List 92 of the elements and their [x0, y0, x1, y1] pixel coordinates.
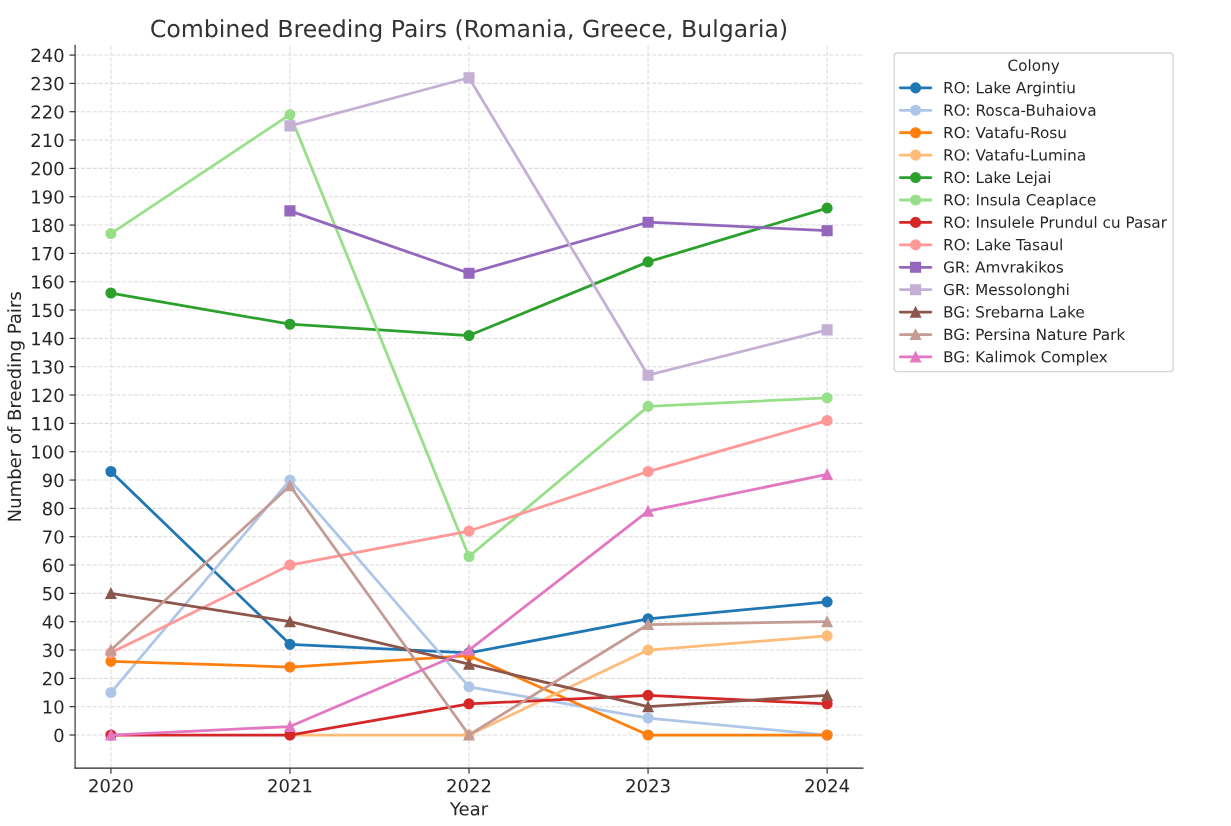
y-tick-label: 210 — [31, 133, 64, 148]
point — [463, 550, 475, 563]
chart-title: Combined Breeding Pairs (Romania, Greece, Bulgaria) — [151, 19, 787, 43]
legend-label: RO: Rosca-Buhaiova — [944, 104, 1096, 116]
point — [463, 329, 475, 342]
point — [821, 414, 833, 427]
y-tick-label: 40 — [42, 615, 64, 629]
y-tick-label: 110 — [32, 416, 64, 431]
legend-label: GR: Messolonghi — [943, 283, 1069, 299]
point — [463, 72, 475, 84]
x-tick-label: 2022 — [447, 778, 491, 793]
point — [642, 256, 654, 268]
y-tick-label: 100 — [32, 445, 64, 459]
y-tick-label: 80 — [42, 501, 64, 516]
point — [642, 400, 654, 412]
point — [821, 630, 833, 642]
y-tick-label: 160 — [32, 275, 64, 289]
point — [642, 689, 654, 701]
x-tick-label: 2021 — [268, 778, 312, 793]
point — [463, 698, 475, 710]
point — [642, 618, 654, 631]
point — [642, 701, 654, 713]
legend-label: RO: Vatafu-Lumina — [944, 148, 1085, 161]
y-tick-label: 140 — [32, 331, 64, 346]
y-tick-label: 230 — [31, 76, 64, 91]
y-tick-label: 30 — [43, 643, 64, 658]
x-tick-label: 2023 — [626, 778, 670, 793]
point — [284, 661, 296, 673]
y-tick-label: 170 — [32, 246, 64, 261]
y-tick-label: 220 — [31, 105, 64, 119]
point — [463, 658, 475, 670]
point — [642, 369, 654, 381]
legend-title: Colony — [1008, 59, 1060, 74]
y-tick-label: 20 — [43, 671, 64, 686]
y-tick-label: 240 — [31, 48, 64, 63]
point — [105, 465, 117, 478]
point — [821, 616, 833, 628]
y-tick-label: 10 — [43, 700, 64, 714]
legend-label: BG: Persina Nature Park — [944, 328, 1126, 341]
point — [463, 267, 475, 279]
point — [821, 324, 833, 336]
legend-label: BG: Srebarna Lake — [944, 305, 1084, 318]
point — [105, 587, 117, 599]
point — [284, 638, 296, 650]
y-tick-label: 200 — [31, 161, 64, 176]
legend-label: BG: Kalimok Complex — [944, 350, 1108, 366]
y-tick-label: 120 — [32, 388, 64, 403]
legend-label: RO: Insulele Prundul cu Pasar — [944, 216, 1167, 228]
y-axis-title: Number of Breeding Pairs — [7, 292, 25, 521]
y-tick-label: 90 — [42, 473, 64, 488]
point — [821, 202, 833, 214]
point — [821, 596, 833, 608]
legend-label: RO: Vatafu-Rosu — [944, 126, 1066, 139]
y-tick-label: 70 — [43, 530, 64, 544]
legend-label: RO: Lake Tasaul — [944, 238, 1062, 251]
x-axis-title: Year — [449, 802, 489, 816]
point — [105, 686, 117, 699]
point — [105, 227, 117, 240]
point — [284, 318, 296, 330]
y-tick-label: 50 — [43, 586, 64, 601]
legend-label: GR: Amvrakikos — [943, 261, 1064, 273]
x-tick-label: 2024 — [805, 778, 850, 793]
x-tick-label: 2020 — [89, 778, 133, 793]
point — [642, 465, 654, 478]
point — [821, 225, 833, 237]
point — [642, 729, 654, 741]
y-tick-label: 180 — [32, 218, 64, 233]
point — [642, 505, 654, 517]
y-tick-label: 190 — [32, 190, 64, 204]
point — [642, 644, 654, 656]
point — [463, 681, 475, 693]
point — [105, 287, 117, 299]
point — [821, 392, 833, 404]
point — [284, 616, 296, 628]
point — [284, 559, 296, 571]
point — [284, 480, 296, 492]
point — [821, 689, 833, 701]
point — [463, 525, 475, 537]
y-tick-label: 60 — [42, 558, 64, 573]
legend-label: RO: Lake Lejai — [944, 171, 1050, 187]
point — [642, 216, 654, 228]
legend-label: RO: Lake Argintiu — [944, 81, 1075, 97]
point — [821, 468, 833, 480]
y-tick-label: 130 — [32, 360, 64, 374]
point — [284, 720, 296, 733]
y-tick-label: 150 — [32, 303, 64, 318]
point — [284, 205, 296, 217]
point — [642, 712, 654, 724]
legend-label: RO: Insula Ceaplace — [944, 193, 1096, 209]
point — [284, 109, 296, 121]
y-tick-label: 0 — [54, 728, 64, 743]
point — [284, 120, 296, 132]
